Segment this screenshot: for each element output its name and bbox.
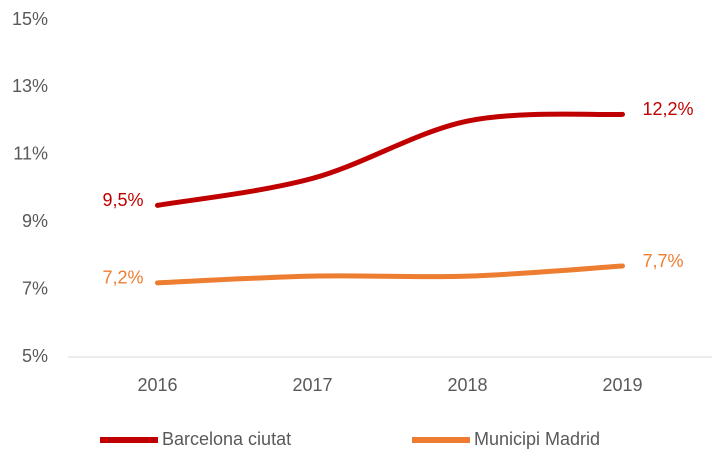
x-tick-label: 2019: [602, 375, 642, 395]
legend-label: Barcelona ciutat: [162, 429, 291, 449]
y-tick-label: 9%: [22, 211, 48, 231]
line: [155, 263, 625, 286]
data-label: 7,2%: [102, 268, 143, 288]
y-tick-label: 13%: [12, 76, 48, 96]
y-tick-label: 11%: [13, 144, 48, 164]
data-label: 7,7%: [643, 251, 684, 271]
y-tick-label: 5%: [22, 346, 48, 366]
y-tick-label: 7%: [22, 278, 48, 298]
data-label: 12,2%: [643, 99, 694, 119]
x-tick-label: 2016: [137, 375, 177, 395]
legend-label: Municipi Madrid: [474, 429, 600, 449]
x-tick-label: 2018: [447, 375, 487, 395]
x-tick-label: 2017: [292, 375, 332, 395]
data-label: 9,5%: [102, 190, 143, 210]
y-tick-label: 15%: [12, 9, 48, 29]
line: [155, 111, 625, 208]
